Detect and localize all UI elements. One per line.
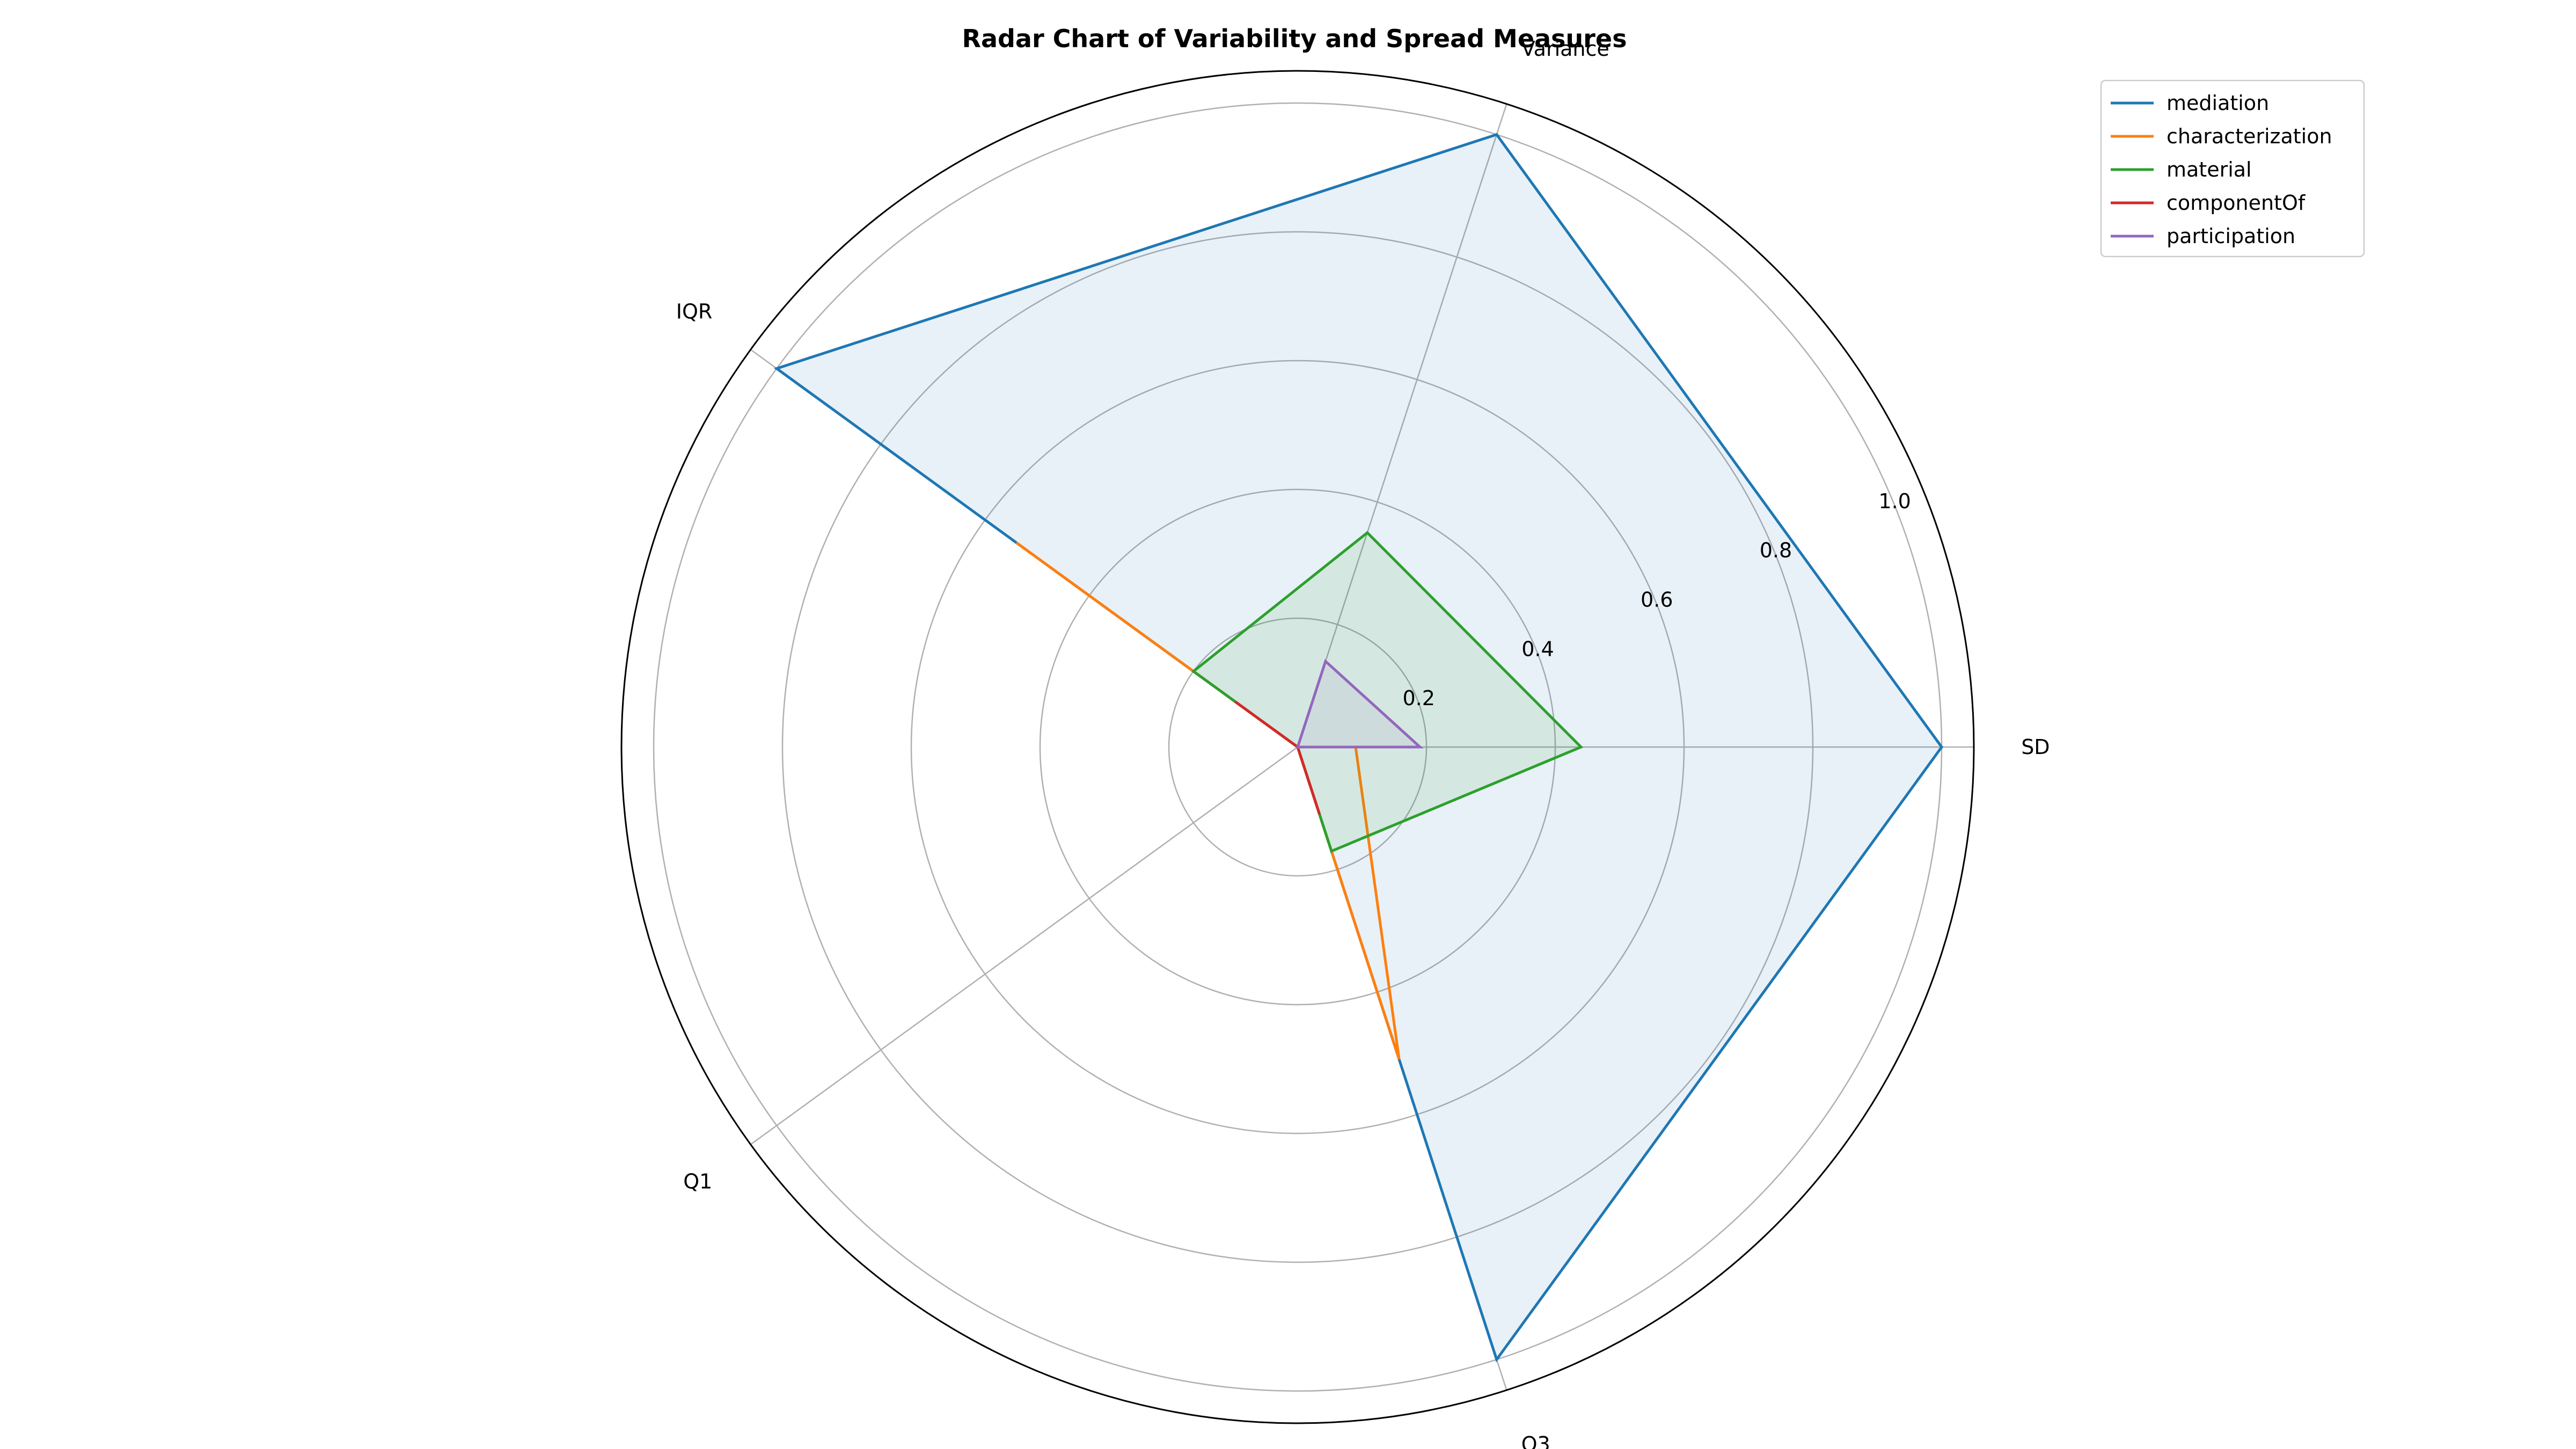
legend-label-mediation: mediation [2167,91,2269,115]
grid-spoke [750,746,1298,1145]
series-layer [773,133,1944,1363]
legend-label-participation: participation [2167,224,2295,248]
series-fill-material [1193,532,1581,851]
polar-frame [620,70,1975,1424]
radial-tick-label: 0.2 [1403,686,1435,710]
axis-label-variance: Variance [1521,37,1609,61]
legend-label-componentOf: componentOf [2167,191,2306,215]
radial-tick-label: 1.0 [1878,489,1911,513]
radial-tick-label: 0.8 [1760,539,1792,562]
axis-labels: SD Variance IQR Q1 Q3 0.2 0.4 0.6 0.8 1.0 [676,37,2050,1449]
chart-title: Radar Chart of Variability and Spread Me… [962,24,1627,53]
grid-spoke [1297,104,1507,748]
radial-tick-label: 0.4 [1521,637,1554,661]
axis-label-iqr: IQR [676,300,713,324]
axis-label-q3: Q3 [1521,1432,1550,1449]
axis-label-sd: SD [2021,735,2050,759]
series-fill-participation [1298,661,1420,747]
legend-label-material: material [2167,158,2252,181]
axis-label-q1: Q1 [683,1169,712,1193]
legend: mediation characterization material compone… [2100,79,2365,258]
legend-label-characterization: characterization [2167,125,2332,148]
legend-box [2100,79,2365,258]
series-line-participation [1296,658,1424,749]
radial-tick-label: 0.6 [1641,588,1673,611]
outer-frame [620,70,1975,1424]
